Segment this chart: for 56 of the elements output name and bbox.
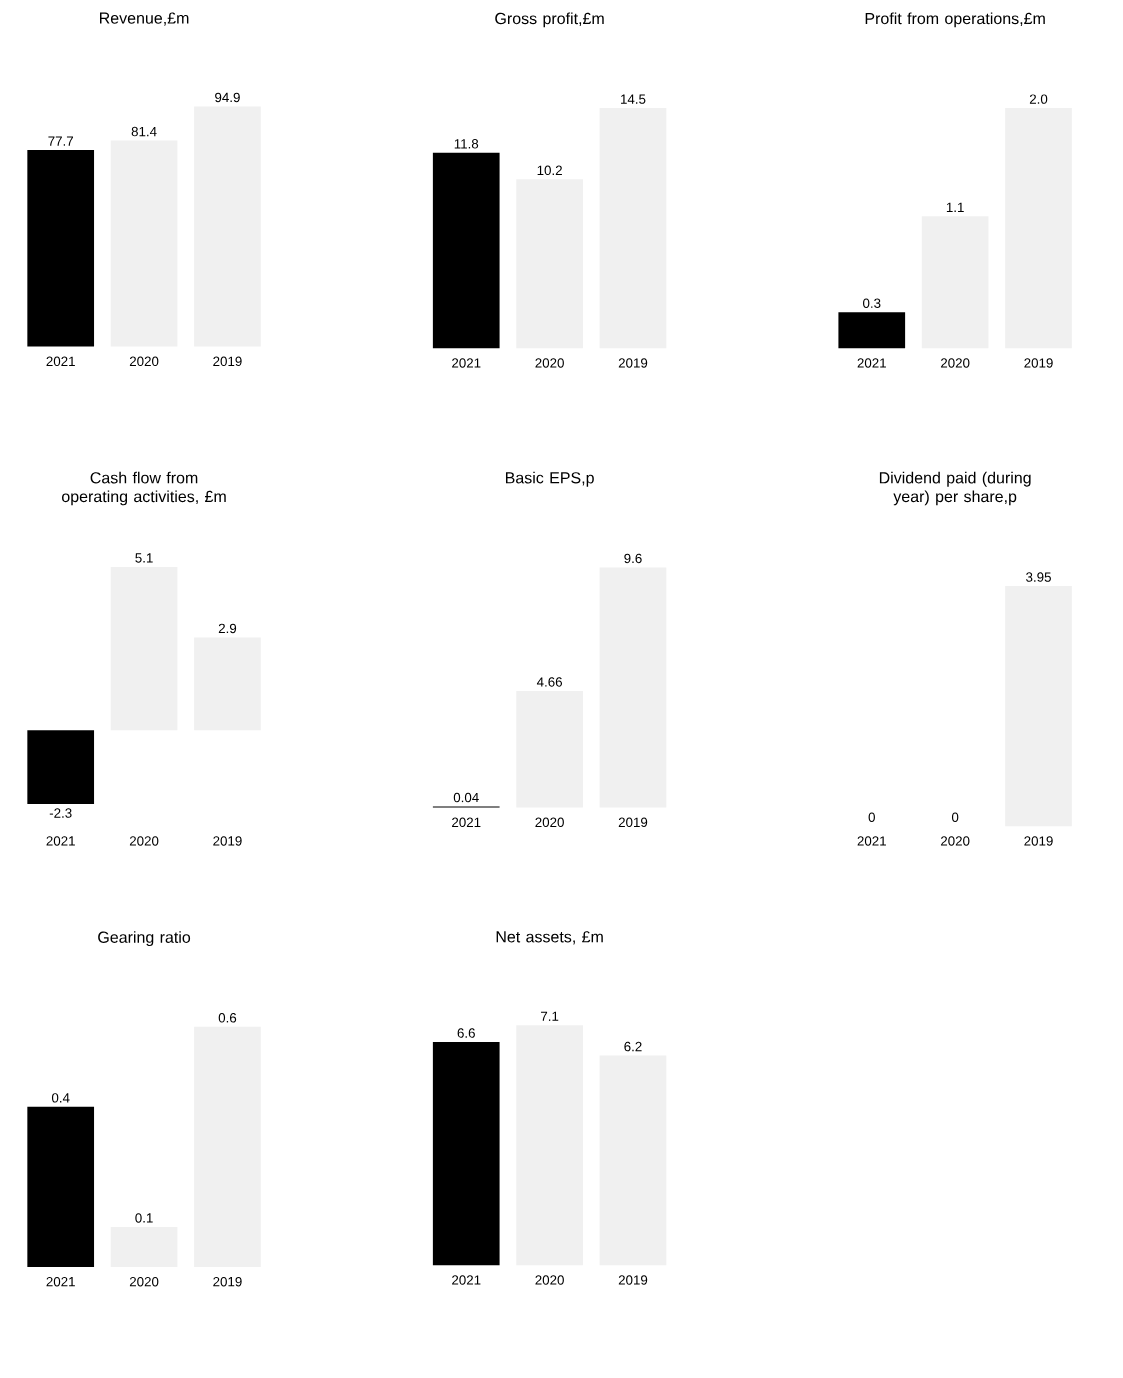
x-tick-label: 2021 bbox=[857, 358, 886, 368]
x-tick-label: 2020 bbox=[129, 356, 159, 367]
x-tick-label: 2020 bbox=[129, 836, 159, 846]
x-tick-label: 2020 bbox=[940, 358, 970, 368]
data-label: 9.6 bbox=[624, 553, 642, 564]
x-tick-label: 2021 bbox=[46, 1276, 75, 1287]
chart-title: Gross profit,£m bbox=[495, 12, 604, 28]
data-label: 4.66 bbox=[536, 677, 562, 687]
chart-title: Basic EPS,p bbox=[505, 471, 594, 487]
data-label: 2.0 bbox=[1029, 94, 1048, 104]
chart-title: Revenue,£m bbox=[99, 12, 189, 26]
x-tick-label: 2020 bbox=[535, 1275, 564, 1285]
data-label: 14.5 bbox=[620, 94, 646, 104]
data-label: 10.2 bbox=[537, 165, 562, 176]
x-tick-label: 2020 bbox=[535, 817, 564, 828]
x-tick-label: 2020 bbox=[535, 358, 564, 368]
x-tick-label: 2019 bbox=[618, 1275, 648, 1285]
data-label: 0.1 bbox=[135, 1213, 153, 1223]
data-label: 3.95 bbox=[1025, 572, 1051, 582]
data-label: 94.9 bbox=[215, 92, 240, 103]
data-label: 0.3 bbox=[862, 298, 881, 308]
x-tick-label: 2019 bbox=[618, 817, 648, 828]
data-label: 0.4 bbox=[51, 1093, 70, 1103]
chart-title: Dividend paid (during year) per share,p bbox=[879, 471, 1031, 506]
data-label: 0.6 bbox=[218, 1013, 237, 1023]
chart-title: Gearing ratio bbox=[98, 931, 190, 947]
x-tick-label: 2021 bbox=[857, 836, 886, 846]
x-tick-label: 2019 bbox=[213, 356, 242, 367]
data-label: 6.6 bbox=[457, 1028, 475, 1038]
data-label: -2.3 bbox=[49, 808, 72, 818]
data-label: 0 bbox=[951, 812, 959, 822]
x-tick-label: 2021 bbox=[451, 817, 481, 828]
data-label: 0 bbox=[868, 812, 875, 822]
data-label: 1.1 bbox=[946, 202, 964, 212]
x-tick-label: 2019 bbox=[1024, 358, 1053, 368]
data-label: 2.9 bbox=[218, 623, 236, 634]
data-label: 0.04 bbox=[453, 792, 479, 803]
chart-title: Cash flow from operating activities, £m bbox=[61, 471, 226, 506]
data-label: 6.2 bbox=[624, 1041, 642, 1052]
x-tick-label: 2020 bbox=[129, 1276, 159, 1287]
chart-title: Profit from operations,£m bbox=[865, 12, 1045, 28]
x-tick-label: 2019 bbox=[618, 358, 648, 368]
x-tick-label: 2021 bbox=[46, 836, 75, 846]
data-label: 81.4 bbox=[131, 126, 157, 137]
data-label: 5.1 bbox=[135, 553, 153, 563]
x-tick-label: 2020 bbox=[940, 836, 970, 846]
x-tick-label: 2019 bbox=[213, 1276, 242, 1287]
data-label: 77.7 bbox=[48, 136, 73, 146]
x-tick-label: 2021 bbox=[46, 356, 75, 367]
chart-title: Net assets, £m bbox=[496, 931, 603, 945]
x-tick-label: 2019 bbox=[1024, 836, 1053, 846]
data-label: 11.8 bbox=[454, 139, 479, 149]
x-tick-label: 2019 bbox=[213, 836, 242, 846]
x-tick-label: 2021 bbox=[451, 358, 481, 368]
data-label: 7.1 bbox=[540, 1011, 559, 1021]
x-tick-label: 2021 bbox=[451, 1275, 481, 1285]
